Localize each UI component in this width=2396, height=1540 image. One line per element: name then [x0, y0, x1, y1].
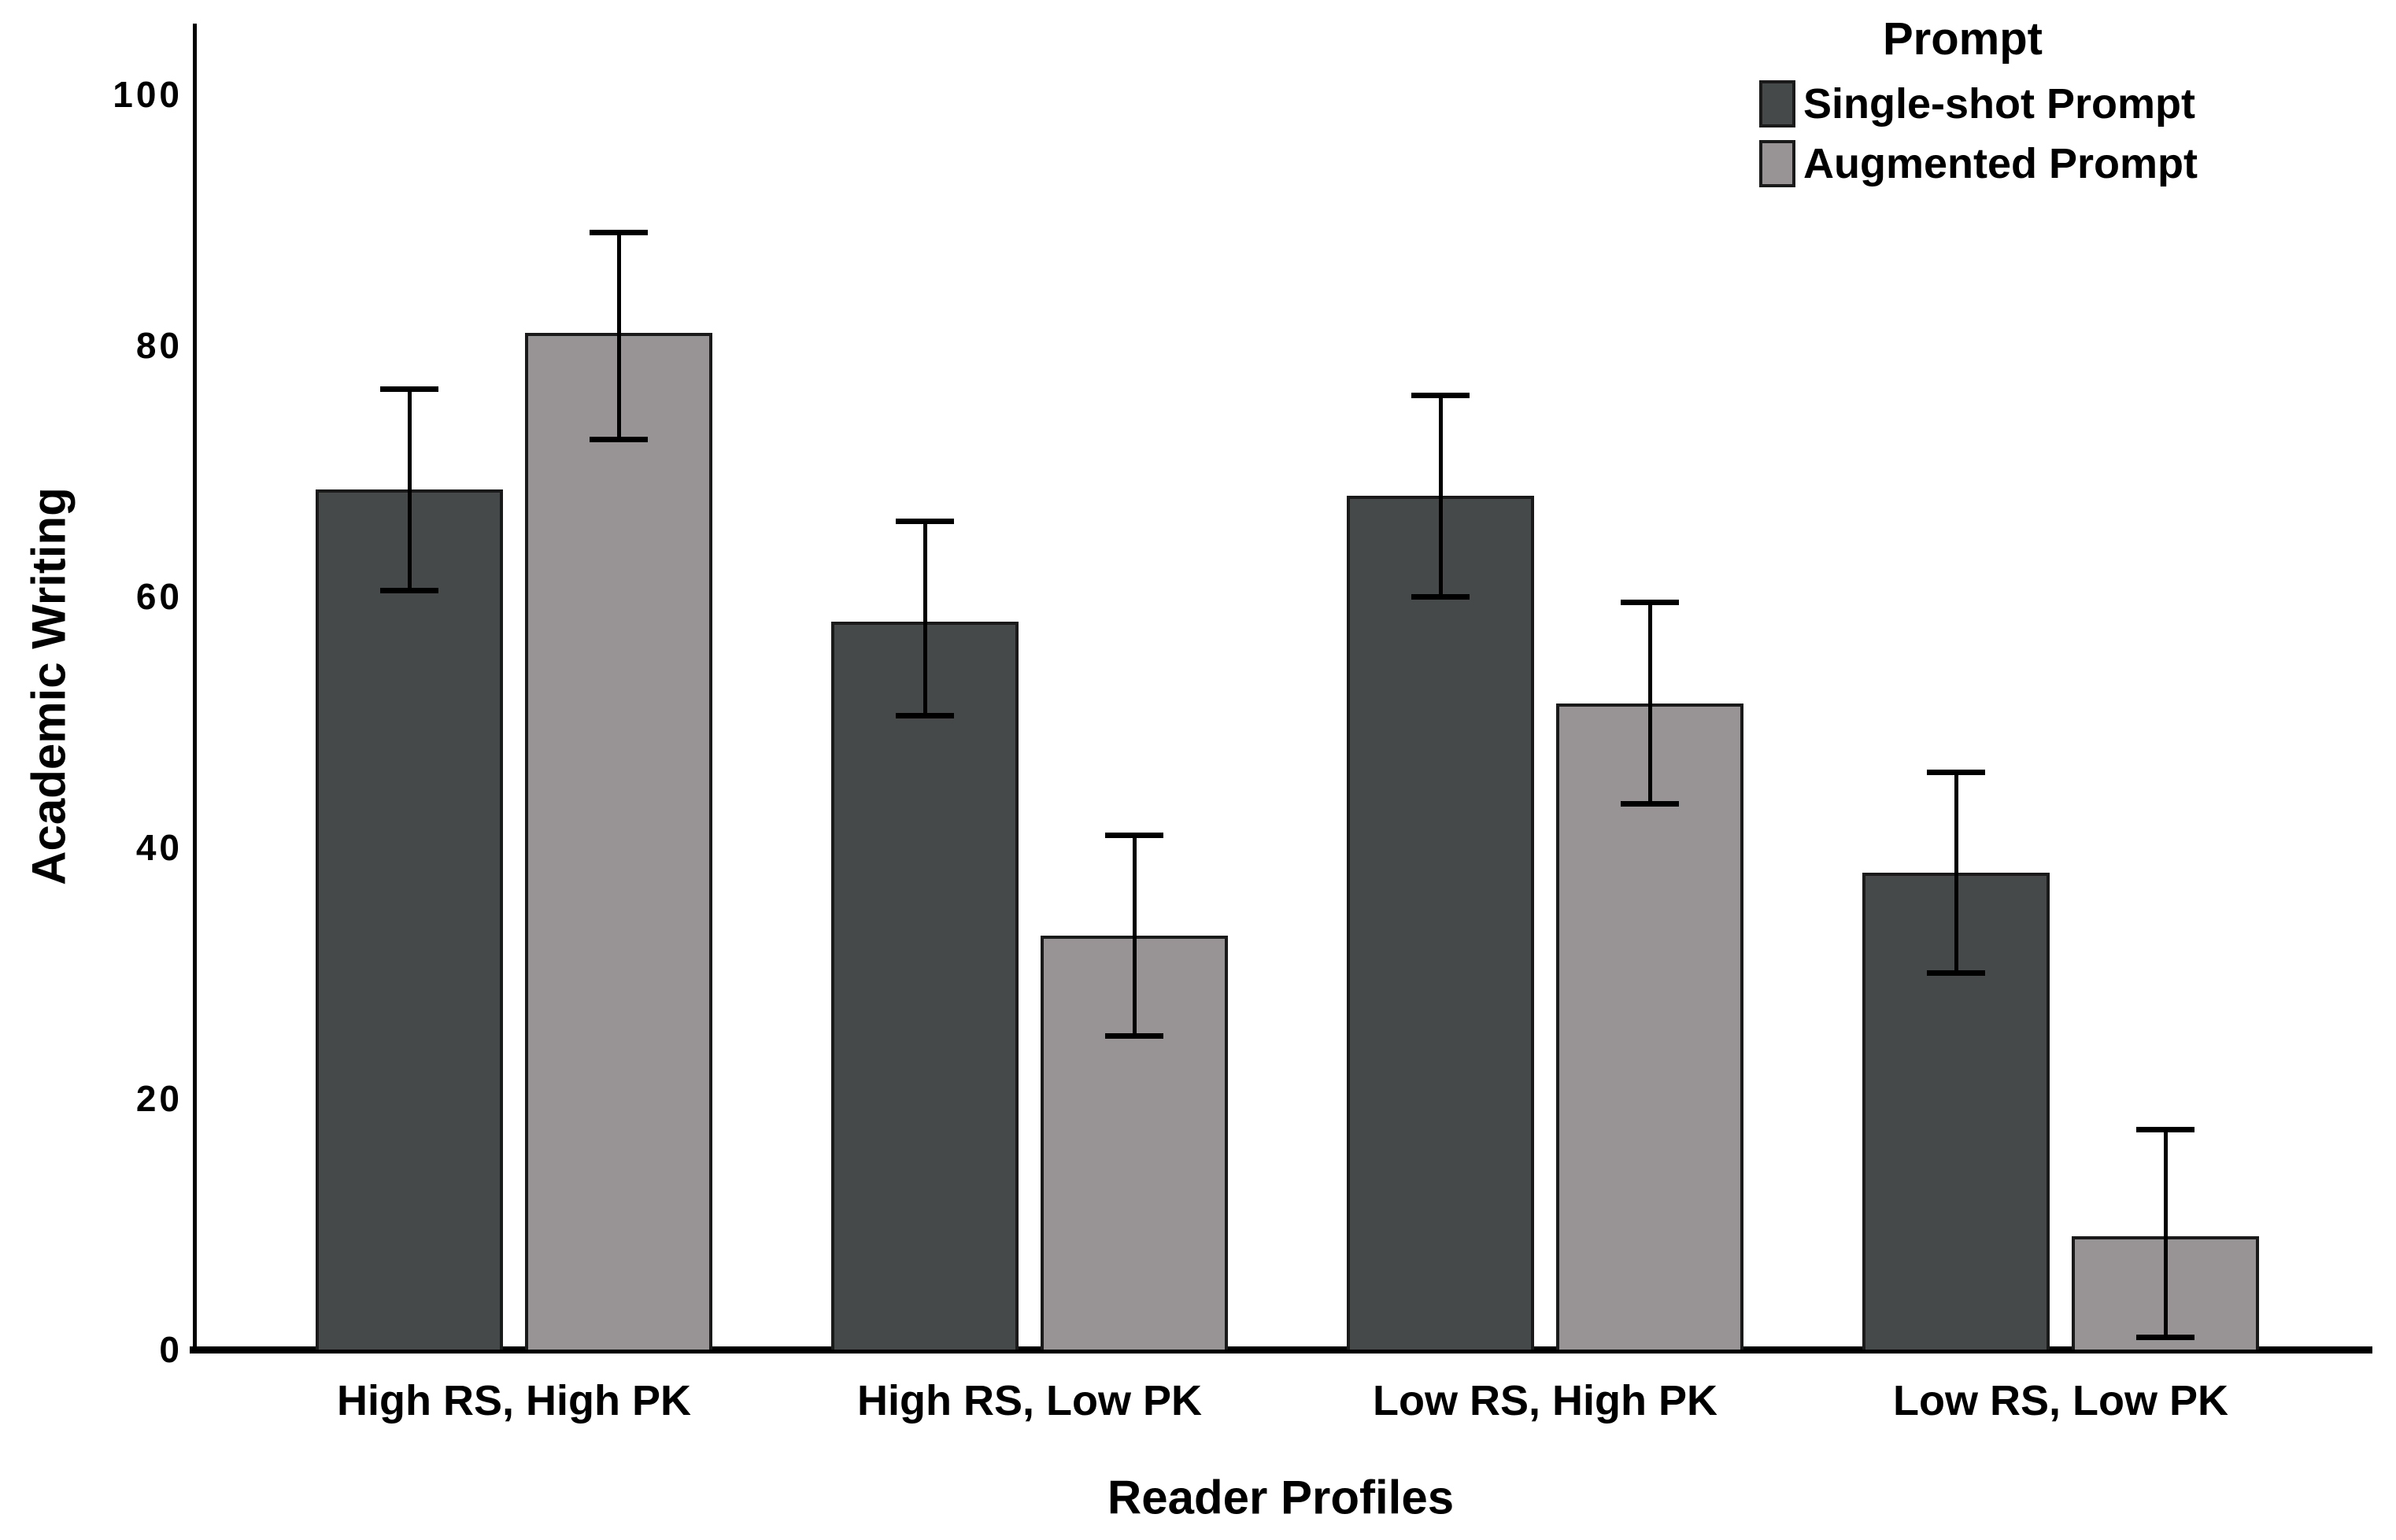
- legend-item: Augmented Prompt: [1759, 139, 2198, 188]
- legend-items: Single-shot Prompt Augmented Prompt: [1759, 79, 2198, 188]
- x-axis-title: Reader Profiles: [1107, 1471, 1455, 1524]
- bar: [316, 489, 503, 1350]
- y-tick-label: 60: [135, 576, 183, 617]
- error-bar: [407, 389, 412, 590]
- legend-item: Single-shot Prompt: [1759, 79, 2198, 128]
- error-bar-cap: [1927, 970, 1985, 976]
- error-bar: [616, 232, 621, 440]
- bar: [525, 333, 712, 1350]
- y-axis-line: [193, 24, 197, 1354]
- x-category-label: Low RS, Low PK: [1893, 1377, 2228, 1424]
- legend-title: Prompt: [1883, 13, 2043, 65]
- error-bar: [1438, 395, 1443, 596]
- error-bar: [1954, 772, 1958, 973]
- x-axis-line: [190, 1346, 2372, 1354]
- error-bar-cap: [1621, 800, 1679, 807]
- x-category-label: Low RS, High PK: [1373, 1377, 1718, 1424]
- bar: [1556, 704, 1743, 1350]
- error-bar: [2163, 1129, 2168, 1338]
- error-bar: [923, 521, 927, 716]
- legend-item-label: Augmented Prompt: [1803, 140, 2198, 187]
- error-bar-cap: [896, 518, 954, 524]
- error-bar-cap: [380, 587, 438, 593]
- error-bar: [1132, 835, 1137, 1036]
- y-tick-label: 100: [113, 74, 183, 115]
- error-bar-cap: [1927, 769, 1985, 775]
- error-bar-cap: [2136, 1334, 2194, 1340]
- y-tick-label: 20: [135, 1078, 183, 1119]
- legend: Prompt Single-shot Prompt Augmented Promp…: [1759, 13, 2198, 188]
- y-tick-label: 0: [159, 1329, 183, 1370]
- bar: [831, 622, 1019, 1350]
- error-bar-cap: [590, 437, 648, 443]
- error-bar-cap: [1621, 600, 1679, 606]
- error-bar-cap: [2136, 1127, 2194, 1133]
- error-bar-cap: [1105, 1032, 1163, 1039]
- y-tick-label: 80: [135, 325, 183, 366]
- x-category-label: High RS, Low PK: [857, 1377, 1202, 1424]
- error-bar-cap: [1105, 832, 1163, 838]
- legend-item-label: Single-shot Prompt: [1803, 80, 2195, 127]
- plot-area: [193, 24, 2369, 1350]
- bar: [1347, 496, 1534, 1350]
- error-bar-cap: [1411, 393, 1470, 399]
- y-tick-label: 40: [135, 827, 183, 868]
- error-bar-cap: [380, 386, 438, 393]
- legend-swatch: [1759, 140, 1795, 187]
- x-category-label: High RS, High PK: [337, 1377, 691, 1424]
- error-bar-cap: [590, 229, 648, 235]
- legend-swatch: [1759, 80, 1795, 127]
- error-bar-cap: [896, 713, 954, 719]
- y-axis-title: Academic Writing: [22, 487, 76, 885]
- error-bar-cap: [1411, 593, 1470, 600]
- error-bar: [1647, 602, 1652, 804]
